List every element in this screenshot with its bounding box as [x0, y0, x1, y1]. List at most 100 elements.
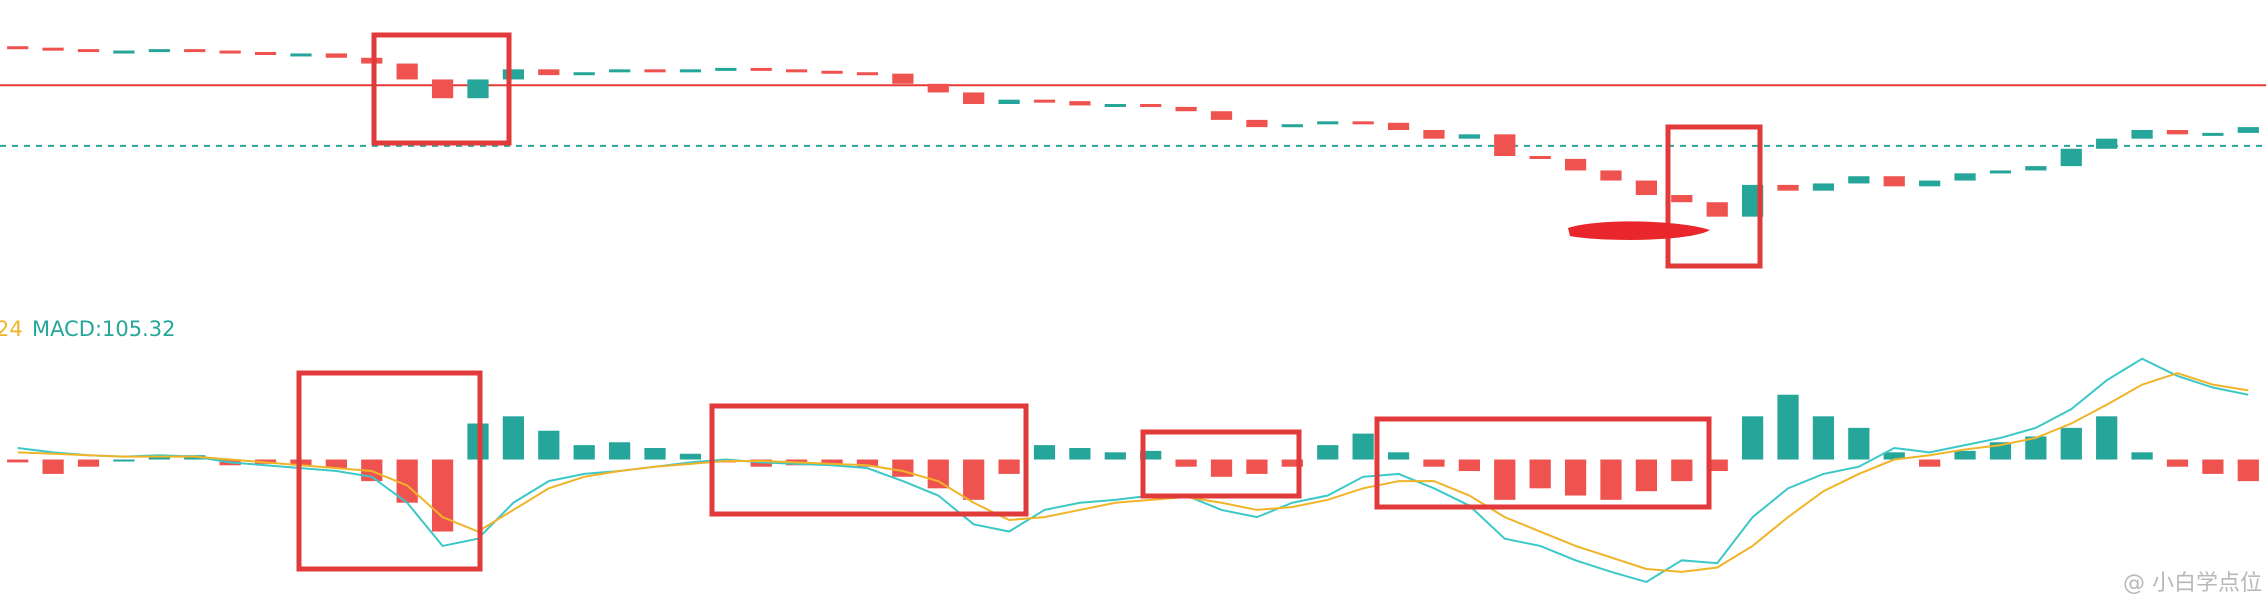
candle: [927, 83, 949, 93]
histogram-bar: [608, 442, 631, 460]
candle: [113, 50, 135, 54]
histogram-bar: [1423, 459, 1445, 467]
histogram-bar: [1140, 450, 1162, 460]
histogram-bar: [77, 459, 100, 467]
histogram-bar: [1741, 416, 1764, 460]
candle: [184, 49, 206, 53]
candle: [2060, 148, 2082, 167]
histogram-bar: [927, 459, 949, 489]
candle: [1954, 173, 1976, 181]
plot: 24 MACD:105.32: [0, 46, 2266, 584]
histogram-bar: [7, 459, 29, 463]
histogram-bar: [2202, 459, 2224, 474]
candle: [821, 70, 843, 74]
candle: [1635, 180, 1658, 195]
candle: [2166, 130, 2189, 135]
histogram-bar: [1919, 459, 1941, 467]
histogram-bar: [2166, 459, 2189, 467]
candle: [2096, 138, 2118, 149]
candle: [1210, 111, 1233, 120]
candle: [1600, 170, 1622, 181]
histogram-bar: [1635, 459, 1658, 492]
histogram-bar: [892, 459, 914, 477]
candle: [1423, 130, 1445, 139]
candle: [573, 72, 595, 76]
candle: [1317, 121, 1339, 125]
candle: [538, 69, 560, 76]
candle: [254, 52, 277, 55]
candle: [1069, 101, 1091, 106]
indicator-line: [17, 357, 2249, 584]
candle: [1387, 122, 1410, 130]
candle: [396, 63, 418, 80]
candle: [1883, 176, 1905, 187]
histogram-bar: [1671, 459, 1693, 482]
candle: [1246, 119, 1268, 128]
candle: [1564, 158, 1587, 171]
watermark: @ 小白学点位: [2123, 571, 2262, 596]
highlight-box: [1374, 416, 1712, 510]
candle: [2131, 130, 2153, 139]
candle: [1848, 176, 1870, 184]
histogram-bar: [2060, 427, 2082, 460]
candle: [1706, 202, 1728, 217]
candle: [42, 47, 64, 51]
histogram-bar: [821, 459, 843, 464]
indicator-line: [17, 372, 2249, 573]
histogram-bar: [1777, 394, 1799, 460]
highlight-box: [371, 32, 512, 146]
candle: [467, 79, 489, 99]
histogram-bar: [2025, 436, 2047, 460]
candle: [2202, 132, 2224, 136]
histogram-bar: [963, 459, 985, 500]
scribble: [1568, 221, 1710, 240]
candle: [148, 49, 170, 53]
candle: [2025, 166, 2047, 171]
histogram-bar: [2237, 459, 2259, 482]
legend-text: MACD:105.32: [32, 317, 176, 341]
histogram-bar: [1352, 433, 1374, 460]
histogram-bar: [644, 448, 666, 460]
candle: [786, 69, 808, 73]
histogram-bar: [148, 456, 170, 460]
candle: [7, 46, 29, 50]
candle: [325, 53, 347, 58]
candle: [963, 92, 985, 104]
histogram-bar: [1812, 416, 1835, 460]
histogram-bar: [1600, 459, 1622, 500]
candle: [502, 69, 525, 80]
candle: [1989, 170, 2012, 174]
histogram-bar: [1458, 459, 1480, 472]
candle: [1919, 180, 1941, 187]
histogram-bar: [42, 459, 64, 474]
candle: [1281, 124, 1303, 128]
candle: [1175, 106, 1197, 112]
histogram-bar: [1175, 459, 1197, 467]
histogram-bar: [1246, 459, 1268, 474]
candle: [750, 67, 772, 71]
histogram-bar: [1317, 445, 1339, 460]
candle: [998, 99, 1020, 104]
candle: [290, 53, 312, 57]
histogram-bar: [538, 430, 560, 460]
highlight-box: [1140, 429, 1302, 499]
candle: [1458, 134, 1480, 139]
legend-text: 24: [0, 317, 23, 341]
histogram-bar: [113, 459, 135, 462]
highlight-box: [296, 370, 483, 572]
candle: [1104, 104, 1126, 107]
histogram-bar: [1848, 427, 1870, 460]
candle: [715, 67, 737, 71]
histogram-bar: [1883, 452, 1905, 460]
histogram-bar: [325, 459, 347, 469]
histogram-bar: [1104, 452, 1126, 460]
histogram-bar: [856, 459, 879, 467]
candle: [892, 73, 914, 84]
candle: [856, 72, 879, 76]
histogram-bar: [1069, 448, 1091, 460]
histogram-bar: [679, 453, 702, 460]
candle: [644, 69, 666, 73]
histogram-bar: [1706, 459, 1728, 472]
highlight-box: [1665, 124, 1763, 269]
